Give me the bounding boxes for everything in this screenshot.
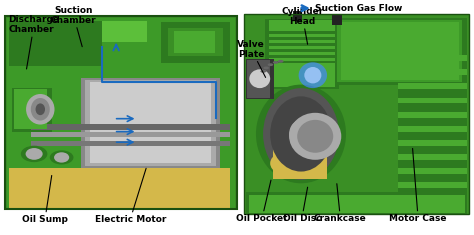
Text: Valve
Plate: Valve Plate [237,40,265,77]
Bar [398,112,467,118]
Circle shape [263,67,269,69]
Ellipse shape [270,148,327,179]
Ellipse shape [50,150,73,164]
Bar [246,192,467,214]
Bar [174,31,215,53]
Ellipse shape [289,113,341,160]
Bar [31,124,230,130]
Bar [398,168,467,174]
Text: Oil Disc: Oil Disc [283,187,321,223]
Bar [269,37,335,40]
Ellipse shape [263,88,339,180]
Text: Cylinder
Head: Cylinder Head [281,7,324,44]
Bar [14,89,47,129]
Bar [85,80,216,166]
Bar [398,126,467,132]
Ellipse shape [54,152,69,163]
Bar [332,18,467,85]
Bar [398,55,467,61]
Text: Oil Pocket: Oil Pocket [237,180,288,223]
Text: Crankcase: Crankcase [314,184,367,223]
Text: Discharge
Chamber: Discharge Chamber [9,15,60,69]
Bar [102,21,147,42]
Bar [31,141,230,146]
Bar [398,140,467,146]
Bar [249,195,465,213]
Bar [341,22,459,80]
Ellipse shape [31,98,50,121]
Bar [269,49,335,52]
Bar [332,15,342,25]
Bar [398,154,467,160]
Ellipse shape [270,96,332,172]
Ellipse shape [249,69,270,88]
Bar [398,69,467,75]
Ellipse shape [36,103,45,115]
Ellipse shape [21,146,47,162]
Bar [269,61,335,63]
Bar [5,16,237,209]
Bar [81,78,220,168]
Text: Oil Sump: Oil Sump [22,176,68,223]
Bar [161,22,230,63]
Circle shape [273,61,279,64]
Text: Suction Gas Flow: Suction Gas Flow [315,4,402,13]
Bar [246,59,274,99]
Bar [102,21,147,66]
Bar [269,43,335,46]
Bar [269,31,335,34]
Bar [7,18,235,208]
Ellipse shape [304,67,321,83]
Bar [398,98,467,103]
Bar [9,21,102,66]
Bar [398,182,467,188]
Text: Electric Motor: Electric Motor [95,168,166,223]
Bar [398,21,467,193]
Bar [90,82,211,163]
Ellipse shape [26,94,55,125]
Circle shape [260,70,266,73]
Bar [12,88,52,132]
Bar [337,20,462,82]
Ellipse shape [26,148,43,160]
Bar [247,60,270,98]
Bar [269,55,335,58]
Ellipse shape [306,127,325,145]
Bar [5,16,237,209]
Bar [269,20,335,87]
Text: Motor Case: Motor Case [389,149,447,223]
Circle shape [268,63,273,66]
Bar [293,11,302,21]
Bar [168,28,223,56]
Ellipse shape [297,120,333,153]
Bar [273,148,327,179]
Ellipse shape [299,62,327,88]
Bar [244,14,469,214]
Text: Suction
Chamber: Suction Chamber [51,6,96,47]
Bar [244,14,469,214]
Ellipse shape [256,85,346,183]
Bar [265,19,339,89]
Ellipse shape [289,120,313,148]
Bar [9,168,230,209]
Bar [398,83,467,89]
Circle shape [278,60,283,63]
Bar [31,132,230,137]
